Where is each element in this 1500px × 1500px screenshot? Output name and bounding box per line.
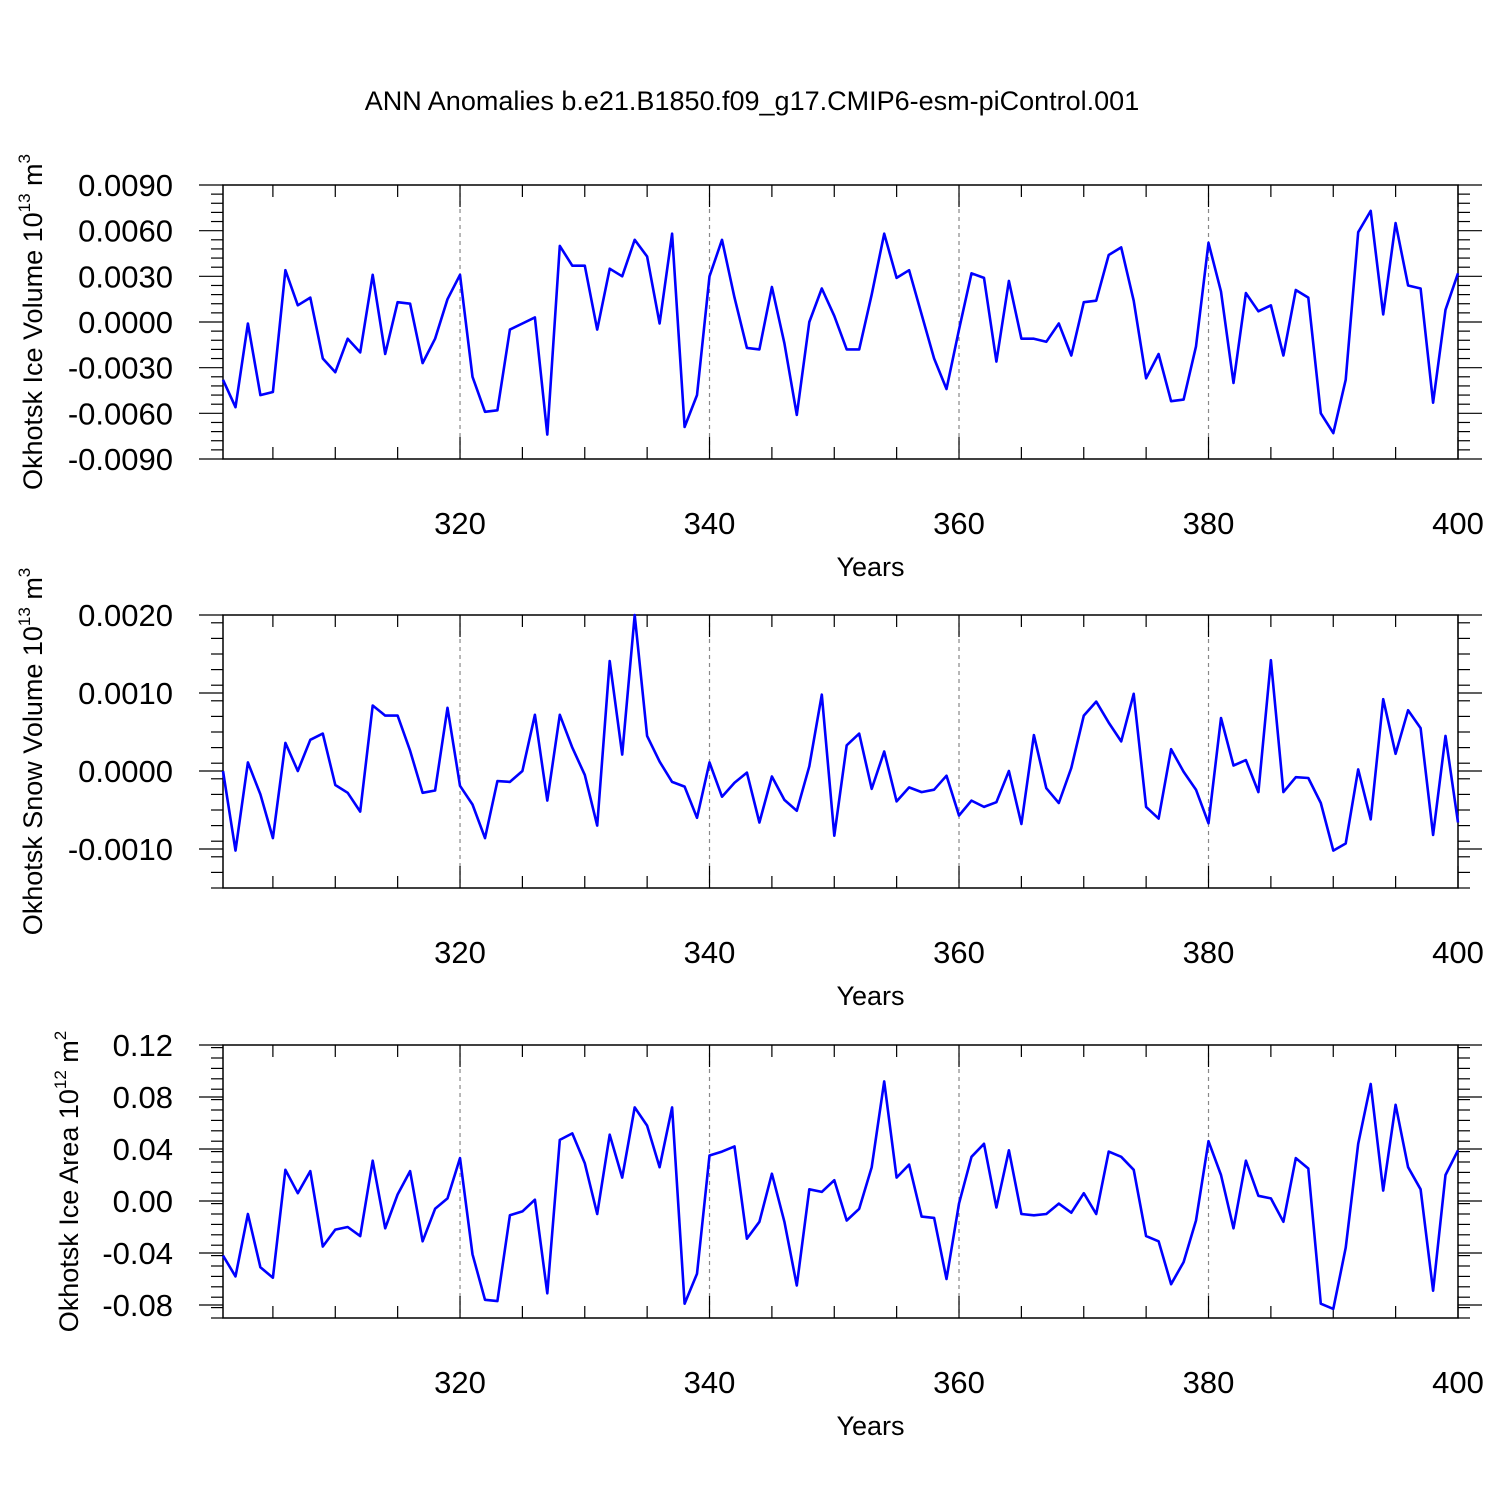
y-tick-label-6: 0.0090 <box>78 168 173 203</box>
figure-title: ANN Anomalies b.e21.B1850.f09_g17.CMIP6-… <box>365 86 1139 116</box>
x-axis-label: Years <box>836 981 904 1011</box>
x-tick-label-380: 380 <box>1183 506 1235 541</box>
y-tick-label-2: 0.0010 <box>78 676 173 711</box>
x-axis-label: Years <box>836 552 904 582</box>
series-line-1 <box>221 209 1460 436</box>
y-tick-label-4: 0.08 <box>113 1080 173 1115</box>
x-tick-label-380: 380 <box>1183 935 1235 970</box>
x-tick-label-360: 360 <box>933 506 985 541</box>
y-tick-label-3: 0.0020 <box>78 598 173 633</box>
series-line-1 <box>221 613 1460 852</box>
x-tick-label-400: 400 <box>1432 935 1484 970</box>
y-axis-label: Okhotsk Ice Area 1012 m2 <box>51 1031 84 1333</box>
y-tick-label-0: -0.0090 <box>68 442 173 477</box>
y-tick-label-1: -0.04 <box>102 1236 173 1271</box>
x-tick-label-340: 340 <box>684 506 736 541</box>
y-axis-label: Okhotsk Ice Volume 1013 m3 <box>15 154 48 490</box>
panel-1: -0.0090 -0.0060 -0.0030 0.0000 0.0030 0.0060 0… <box>15 154 1484 582</box>
plot-frame <box>222 614 1459 889</box>
x-tick-label-400: 400 <box>1432 1365 1484 1400</box>
plot-frame <box>222 1044 1459 1319</box>
y-axis-label: Okhotsk Snow Volume 1013 m3 <box>15 568 48 936</box>
panels: -0.0090 -0.0060 -0.0030 0.0000 0.0030 0.0060 0… <box>15 154 1484 1441</box>
y-tick-label-5: 0.12 <box>113 1028 173 1063</box>
y-tick-label-1: -0.0060 <box>68 396 173 431</box>
x-tick-label-320: 320 <box>434 506 486 541</box>
series-line-1 <box>221 1080 1460 1311</box>
y-tick-label-2: -0.0030 <box>68 351 173 386</box>
panel-3: -0.08 -0.04 0.00 0.04 0.08 0.12 320 340 360 380 40… <box>51 1028 1484 1441</box>
x-tick-label-340: 340 <box>684 1365 736 1400</box>
y-tick-label-5: 0.0060 <box>78 214 173 249</box>
x-tick-label-380: 380 <box>1183 1365 1235 1400</box>
y-tick-label-0: -0.0010 <box>68 832 173 867</box>
panel-2: -0.0010 0.0000 0.0010 0.0020 320 340 360 380 400… <box>15 568 1484 1011</box>
y-tick-label-3: 0.04 <box>113 1132 173 1167</box>
x-tick-label-360: 360 <box>933 935 985 970</box>
x-tick-label-400: 400 <box>1432 506 1484 541</box>
y-tick-label-3: 0.0000 <box>78 305 173 340</box>
y-tick-label-1: 0.0000 <box>78 754 173 789</box>
x-tick-label-340: 340 <box>684 935 736 970</box>
x-tick-label-320: 320 <box>434 1365 486 1400</box>
y-tick-label-0: -0.08 <box>102 1288 173 1323</box>
x-axis-label: Years <box>836 1411 904 1441</box>
x-tick-label-360: 360 <box>933 1365 985 1400</box>
y-tick-label-2: 0.00 <box>113 1184 173 1219</box>
x-tick-label-320: 320 <box>434 935 486 970</box>
plot-frame <box>222 184 1459 460</box>
y-tick-label-4: 0.0030 <box>78 259 173 294</box>
